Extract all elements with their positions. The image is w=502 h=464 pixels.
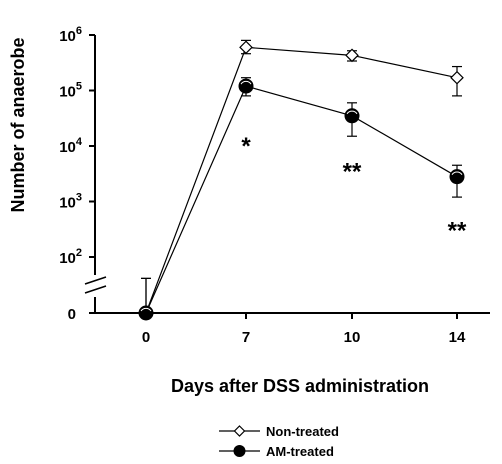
- y-tick-exponent: 4: [76, 136, 83, 148]
- legend-item: AM-treated: [219, 444, 334, 459]
- y-tick-exponent: 6: [76, 25, 82, 37]
- annotation-layer: *****: [241, 133, 467, 245]
- legend-marker-diamond: [233, 425, 246, 437]
- series-line: [145, 46, 458, 314]
- axis-break-mark: [84, 276, 107, 285]
- y-axis-title: Number of anaerobe: [8, 37, 28, 212]
- series-line: [145, 85, 458, 314]
- y-tick-label: 105: [59, 81, 82, 101]
- y-tick-label: 102: [59, 247, 82, 267]
- y-tick-label: 106: [59, 25, 82, 45]
- legend: Non-treated AM-treated: [219, 424, 339, 459]
- legend-marker-circle: [233, 445, 246, 457]
- legend-item: Non-treated: [219, 424, 339, 439]
- y-tick-label: 104: [59, 136, 83, 156]
- x-tick-label: 0: [142, 329, 150, 346]
- data-point-highlight: [140, 307, 152, 312]
- x-axis-title: Days after DSS administration: [171, 376, 429, 396]
- y-tick-label: 103: [59, 192, 82, 212]
- y-tick-base: 10: [59, 84, 76, 101]
- data-point-diamond: [450, 70, 464, 85]
- y-tick-base: 0: [68, 306, 76, 323]
- series-am-treated: [138, 77, 465, 321]
- y-tick-base: 10: [59, 28, 76, 45]
- y-tick-base: 10: [59, 250, 76, 267]
- series-non-treated: [139, 39, 464, 320]
- x-tick-label: 14: [449, 329, 466, 346]
- y-tick-exponent: 2: [76, 247, 82, 259]
- y-tick-label: 0: [68, 306, 76, 323]
- legend-label: Non-treated: [266, 424, 339, 439]
- x-tick-label: 10: [344, 329, 361, 346]
- data-point-highlight: [346, 110, 358, 115]
- data-point-diamond: [239, 40, 253, 55]
- data-point-highlight: [451, 171, 463, 176]
- significance-label: **: [448, 218, 467, 245]
- x-tick-label: 7: [242, 329, 250, 346]
- legend-label: AM-treated: [266, 444, 334, 459]
- significance-label: **: [343, 158, 362, 185]
- y-tick-base: 10: [59, 195, 76, 212]
- axis-break-mark: [84, 285, 107, 294]
- y-tick-exponent: 3: [76, 192, 82, 204]
- series-layer: [138, 39, 465, 321]
- data-point-diamond: [345, 48, 359, 63]
- y-tick-base: 10: [59, 139, 76, 156]
- data-point-highlight: [240, 80, 252, 85]
- significance-label: *: [241, 133, 251, 160]
- y-tick-exponent: 5: [76, 81, 82, 93]
